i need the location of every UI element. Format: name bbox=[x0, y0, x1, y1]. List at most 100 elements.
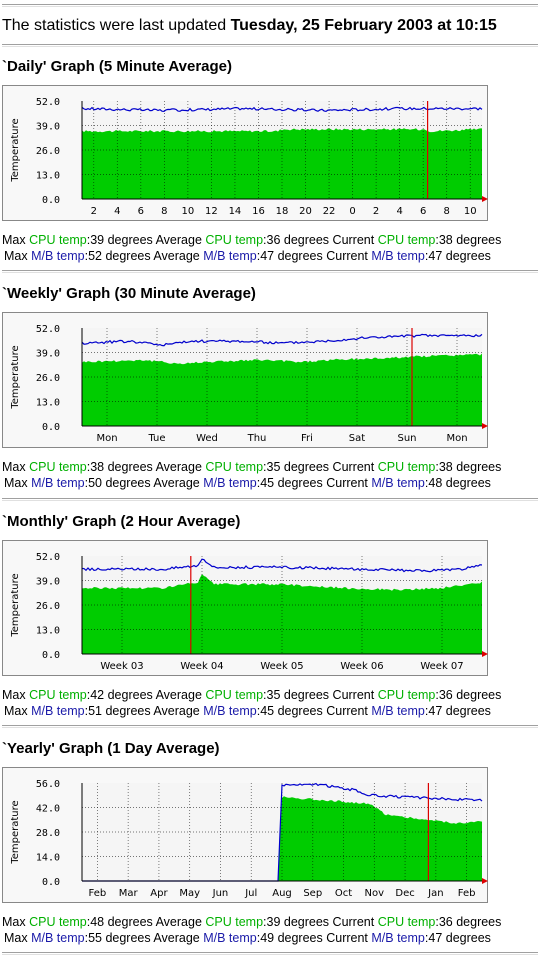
daily-stats: Max CPU temp:39 degrees Average CPU temp… bbox=[2, 232, 501, 264]
x-tick-label: 8 bbox=[161, 206, 167, 217]
x-tick-label: Feb bbox=[458, 888, 476, 899]
mb-temp-label: M/B temp bbox=[31, 704, 85, 718]
current-label: Current bbox=[322, 931, 372, 945]
average-value: :45 degrees bbox=[256, 704, 323, 718]
max-value: :38 degrees bbox=[86, 460, 153, 474]
max-value: :42 degrees bbox=[86, 688, 153, 702]
x-tick-label: 4 bbox=[114, 206, 120, 217]
top-divider bbox=[2, 4, 538, 6]
daily-graph-title: `Daily' Graph (5 Minute Average) bbox=[2, 58, 233, 75]
x-tick-label: 10 bbox=[464, 206, 477, 217]
cpu-temp-label: CPU temp bbox=[377, 233, 436, 247]
mb-temp-label: M/B temp bbox=[371, 931, 425, 945]
average-label: Average bbox=[150, 931, 204, 945]
x-tick-label: Mar bbox=[119, 888, 139, 899]
x-axis-arrow bbox=[482, 423, 488, 429]
current-value: :36 degrees bbox=[435, 688, 502, 702]
max-value: :50 degrees bbox=[84, 476, 151, 490]
x-tick-label: 12 bbox=[205, 206, 218, 217]
current-value: :36 degrees bbox=[435, 915, 502, 929]
last-updated-line: The statistics were last updated Tuesday… bbox=[2, 17, 497, 35]
x-tick-label: Week 04 bbox=[180, 661, 223, 672]
x-tick-label: 4 bbox=[396, 206, 402, 217]
average-value: :36 degrees bbox=[263, 233, 330, 247]
y-axis-label: Temperature bbox=[10, 345, 21, 409]
divider bbox=[2, 270, 538, 272]
mb-temp-label: M/B temp bbox=[203, 931, 257, 945]
x-tick-label: 22 bbox=[323, 206, 336, 217]
current-label: Current bbox=[329, 460, 378, 474]
average-value: :47 degrees bbox=[256, 249, 323, 263]
current-label: Current bbox=[329, 915, 378, 929]
y-tick-label: 13.0 bbox=[36, 398, 60, 409]
cpu-temp-label: CPU temp bbox=[377, 460, 436, 474]
max-label: Max bbox=[2, 915, 30, 929]
max-label: Max bbox=[2, 688, 30, 702]
yearly-stats: Max CPU temp:48 degrees Average CPU temp… bbox=[2, 914, 501, 946]
y-tick-label: 56.0 bbox=[36, 779, 60, 790]
x-tick-label: Week 05 bbox=[260, 661, 303, 672]
y-tick-label: 26.0 bbox=[36, 373, 60, 384]
divider bbox=[2, 952, 538, 954]
max-label: Max bbox=[4, 931, 32, 945]
mb-temp-label: M/B temp bbox=[371, 704, 425, 718]
max-value: :48 degrees bbox=[86, 915, 153, 929]
y-axis-label: Temperature bbox=[10, 118, 21, 182]
monthly-stats: Max CPU temp:42 degrees Average CPU temp… bbox=[2, 687, 501, 719]
cpu-temp-area bbox=[82, 128, 482, 199]
weekly-graph: 52.0 39.0 26.0 13.0 0.0 Mon Tue Wed Thu Fri Sat Sun… bbox=[2, 312, 488, 448]
cpu-temp-label: CPU temp bbox=[205, 915, 264, 929]
max-value: :39 degrees bbox=[86, 233, 153, 247]
x-tick-label: Sat bbox=[349, 433, 365, 444]
current-value: :38 degrees bbox=[435, 460, 502, 474]
x-tick-label: 14 bbox=[229, 206, 242, 217]
x-tick-label: 6 bbox=[138, 206, 144, 217]
x-axis-arrow bbox=[482, 196, 488, 202]
x-tick-label: 18 bbox=[276, 206, 289, 217]
average-value: :39 degrees bbox=[263, 915, 330, 929]
x-tick-label: 10 bbox=[182, 206, 195, 217]
mb-temp-label: M/B temp bbox=[31, 249, 85, 263]
mb-temp-label: M/B temp bbox=[31, 476, 85, 490]
yearly-graph-title: `Yearly' Graph (1 Day Average) bbox=[2, 740, 220, 757]
mb-temp-label: M/B temp bbox=[371, 476, 425, 490]
cpu-temp-label: CPU temp bbox=[29, 233, 87, 247]
cpu-stats-row: Max CPU temp:38 degrees Average CPU temp… bbox=[2, 459, 501, 475]
y-tick-label: 13.0 bbox=[36, 626, 60, 637]
mb-temp-label: M/B temp bbox=[203, 476, 257, 490]
x-tick-label: Mon bbox=[446, 433, 467, 444]
current-value: :48 degrees bbox=[424, 476, 491, 490]
x-tick-label: 2 bbox=[373, 206, 379, 217]
cpu-temp-area bbox=[82, 574, 482, 654]
average-value: :49 degrees bbox=[256, 931, 323, 945]
y-axis-label: Temperature bbox=[10, 800, 21, 864]
current-label: Current bbox=[322, 704, 372, 718]
current-value: :47 degrees bbox=[424, 249, 491, 263]
y-tick-label: 0.0 bbox=[42, 650, 60, 661]
y-tick-label: 13.0 bbox=[36, 171, 60, 182]
cpu-stats-row: Max CPU temp:48 degrees Average CPU temp… bbox=[2, 914, 501, 930]
max-label: Max bbox=[4, 476, 32, 490]
cpu-temp-label: CPU temp bbox=[205, 460, 264, 474]
x-tick-label: Thu bbox=[247, 433, 267, 444]
average-label: Average bbox=[152, 460, 206, 474]
x-tick-label: Jan bbox=[427, 888, 443, 899]
yearly-graph: 56.0 42.0 28.0 14.0 0.0 Feb Mar Apr May Jun Jul Aug… bbox=[2, 767, 488, 903]
x-tick-label: Aug bbox=[272, 888, 292, 899]
cpu-temp-label: CPU temp bbox=[29, 915, 87, 929]
x-tick-label: May bbox=[179, 888, 200, 899]
y-axis-label: Temperature bbox=[10, 573, 21, 637]
mb-temp-label: M/B temp bbox=[371, 249, 425, 263]
average-label: Average bbox=[150, 476, 204, 490]
x-tick-label: Oct bbox=[335, 888, 352, 899]
monthly-graph-title: `Monthly' Graph (2 Hour Average) bbox=[2, 513, 241, 530]
x-axis-arrow bbox=[482, 651, 488, 657]
x-tick-label: Feb bbox=[89, 888, 107, 899]
average-label: Average bbox=[150, 249, 204, 263]
weekly-graph-title: `Weekly' Graph (30 Minute Average) bbox=[2, 285, 256, 302]
y-tick-label: 0.0 bbox=[42, 422, 60, 433]
current-value: :38 degrees bbox=[435, 233, 502, 247]
x-tick-label: 2 bbox=[91, 206, 97, 217]
mb-stats-row: Max M/B temp:55 degrees Average M/B temp… bbox=[2, 930, 501, 946]
cpu-temp-label: CPU temp bbox=[377, 915, 436, 929]
